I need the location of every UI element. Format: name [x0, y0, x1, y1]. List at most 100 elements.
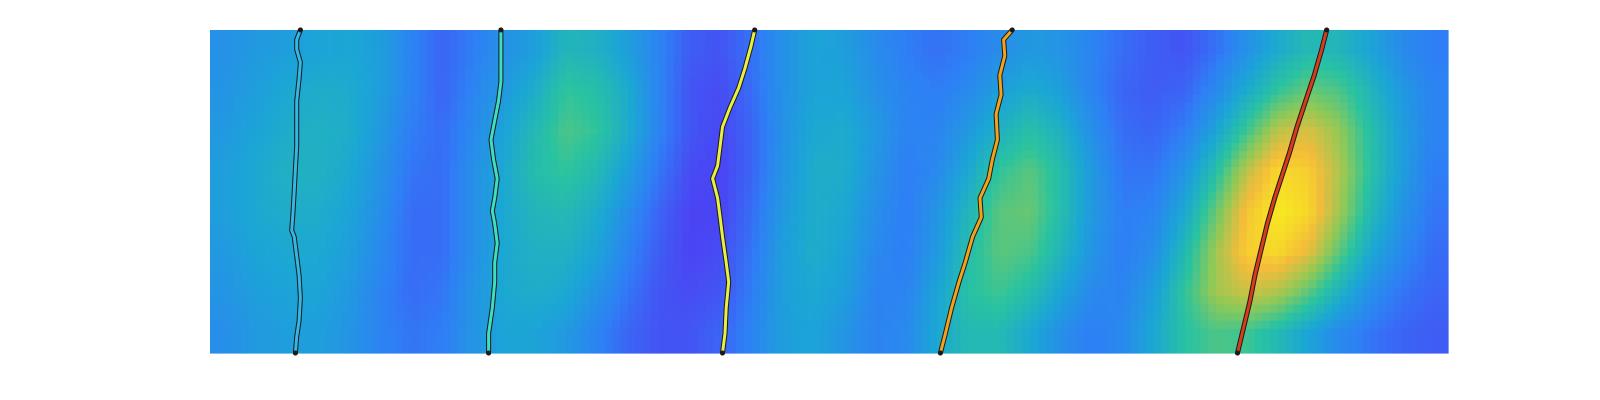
heatmap-cell: [480, 118, 490, 128]
heatmap-cell: [620, 134, 629, 144]
heatmap-cell: [1324, 167, 1333, 176]
heatmap-cell: [829, 199, 838, 209]
heatmap-cell: [767, 118, 776, 128]
heatmap-cell: [620, 70, 629, 80]
heatmap-cell: [256, 280, 265, 289]
heatmap-cell: [604, 264, 613, 273]
heatmap-cell: [264, 167, 273, 176]
heatmap-cell: [565, 239, 575, 249]
heatmap-cell: [442, 199, 451, 209]
heatmap-cell: [836, 199, 846, 209]
heatmap-cell: [898, 46, 907, 55]
heatmap-cell: [635, 143, 644, 152]
heatmap-cell: [976, 126, 985, 136]
heatmap-cell: [805, 134, 815, 144]
heatmap-cell: [380, 215, 389, 225]
heatmap-cell: [341, 191, 350, 201]
heatmap-cell: [921, 239, 931, 249]
heatmap-cell: [287, 183, 296, 193]
heatmap-cell: [805, 215, 815, 225]
heatmap-cell: [1107, 207, 1116, 217]
heatmap-cell: [821, 151, 830, 160]
heatmap-cell: [983, 78, 993, 88]
heatmap-cell: [511, 54, 521, 63]
heatmap-cell: [898, 102, 907, 112]
heatmap-cell: [1401, 167, 1410, 176]
heatmap-cell: [318, 134, 327, 144]
heatmap-cell: [364, 38, 374, 47]
heatmap-cell: [937, 143, 946, 152]
heatmap-cell: [1022, 102, 1031, 112]
heatmap-cell: [790, 54, 799, 63]
heatmap-cell: [1324, 272, 1333, 281]
heatmap-cell: [1231, 110, 1240, 120]
heatmap-cell: [1355, 94, 1364, 104]
heatmap-cell: [952, 167, 962, 176]
heatmap-cell: [1208, 167, 1217, 176]
heatmap-cell: [1022, 78, 1031, 88]
heatmap-cell: [248, 86, 258, 96]
heatmap-cell: [1006, 199, 1016, 209]
heatmap-cell: [1177, 151, 1186, 160]
heatmap-cell: [1076, 175, 1085, 185]
heatmap-cell: [426, 159, 435, 168]
heatmap-cell: [635, 183, 644, 193]
heatmap-cell: [1393, 134, 1403, 144]
heatmap-cell: [240, 183, 250, 193]
heatmap-cell: [240, 272, 250, 281]
heatmap-cell: [411, 159, 420, 168]
heatmap-cell: [1308, 175, 1318, 185]
heatmap-cell: [1316, 207, 1325, 217]
heatmap-cell: [906, 54, 915, 63]
heatmap-cell: [480, 248, 490, 257]
heatmap-cell: [960, 118, 969, 128]
heatmap-cell: [1184, 215, 1194, 225]
heatmap-cell: [1006, 264, 1016, 273]
heatmap-cell: [457, 256, 466, 265]
heatmap-cell: [395, 126, 405, 136]
heatmap-cell: [1146, 102, 1155, 112]
heatmap-cell: [751, 46, 760, 55]
heatmap-cell: [589, 78, 598, 88]
heatmap-cell: [1277, 102, 1287, 112]
heatmap-cell: [798, 199, 807, 209]
heatmap-cell: [1068, 159, 1078, 168]
heatmap-cell: [852, 183, 861, 193]
heatmap-cell: [534, 54, 544, 63]
heatmap-cell: [1370, 143, 1379, 152]
heatmap-cell: [976, 86, 985, 96]
heatmap-cell: [310, 159, 319, 168]
heatmap-cell: [1393, 175, 1403, 185]
heatmap-cell: [1030, 159, 1039, 168]
heatmap-cell: [349, 118, 358, 128]
heatmap-cell: [666, 191, 675, 201]
heatmap-cell: [596, 102, 606, 112]
heatmap-cell: [1378, 239, 1387, 249]
heatmap-cell: [883, 118, 892, 128]
heatmap-cell: [1084, 231, 1093, 241]
heatmap-cell: [333, 264, 343, 273]
heatmap-cell: [1200, 223, 1209, 233]
heatmap-cell: [349, 134, 358, 144]
heatmap-cell: [1161, 264, 1171, 273]
heatmap-cell: [326, 70, 335, 80]
heatmap-cell: [651, 134, 660, 144]
heatmap-cell: [1030, 78, 1039, 88]
heatmap-cell: [1386, 118, 1395, 128]
heatmap-cell: [426, 199, 435, 209]
heatmap-cell: [233, 191, 242, 201]
heatmap-cell: [829, 94, 838, 104]
heatmap-cell: [1239, 167, 1248, 176]
heatmap-cell: [295, 151, 304, 160]
heatmap-cell: [1115, 239, 1124, 249]
heatmap-cell: [681, 167, 691, 176]
heatmap-cell: [504, 102, 513, 112]
heatmap-cell: [457, 183, 466, 193]
heatmap-cell: [473, 30, 482, 39]
heatmap-cell: [720, 94, 730, 104]
heatmap-cell: [1184, 134, 1194, 144]
heatmap-cell: [767, 126, 776, 136]
heatmap-cell: [983, 223, 993, 233]
heatmap-cell: [1324, 175, 1333, 185]
heatmap-cell: [318, 272, 327, 281]
